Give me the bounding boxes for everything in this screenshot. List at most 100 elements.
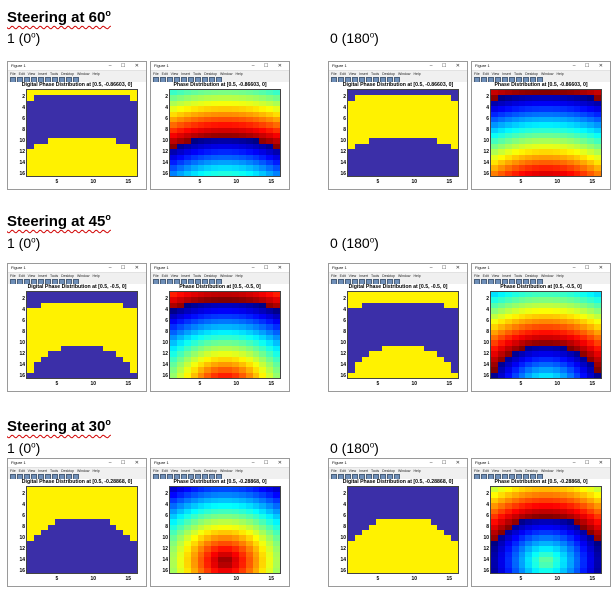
menu-item[interactable]: Desktop	[382, 274, 395, 278]
menu-item[interactable]: Tools	[192, 72, 202, 76]
menu-item[interactable]: Insert	[181, 469, 190, 473]
menu-item[interactable]: Tools	[192, 469, 202, 473]
menu-item[interactable]: Tools	[370, 274, 380, 278]
menu-item[interactable]: Window	[540, 469, 554, 473]
menu-item[interactable]: Insert	[359, 469, 368, 473]
menu-item[interactable]: Insert	[359, 274, 368, 278]
menu-item[interactable]: Help	[92, 469, 100, 473]
menu-item[interactable]: File	[331, 469, 337, 473]
window-controls[interactable]: – ☐ ✕	[251, 63, 286, 69]
menu-item[interactable]: Window	[219, 469, 233, 473]
menu-item[interactable]: Desktop	[61, 274, 74, 278]
menu-item[interactable]: Window	[540, 274, 554, 278]
menu-item[interactable]: Desktop	[525, 72, 538, 76]
menu-item[interactable]: File	[153, 72, 159, 76]
menu-item[interactable]: File	[474, 469, 480, 473]
menu-item[interactable]: Desktop	[204, 274, 217, 278]
menu-item[interactable]: Desktop	[61, 72, 74, 76]
menu-item[interactable]: Insert	[181, 274, 190, 278]
menu-item[interactable]: Help	[413, 469, 421, 473]
menu-item[interactable]: Edit	[482, 72, 489, 76]
menu-item[interactable]: Desktop	[61, 469, 74, 473]
menu-item[interactable]: Desktop	[525, 469, 538, 473]
menu-item[interactable]: Window	[397, 469, 411, 473]
menu-item[interactable]: View	[491, 72, 500, 76]
menu-item[interactable]: Insert	[38, 469, 47, 473]
menu-item[interactable]: View	[348, 469, 357, 473]
menu-item[interactable]: Window	[397, 274, 411, 278]
window-controls[interactable]: – ☐ ✕	[251, 265, 286, 271]
menu-item[interactable]: Help	[235, 469, 243, 473]
menu-item[interactable]: Help	[92, 274, 100, 278]
menu-item[interactable]: Help	[413, 72, 421, 76]
menu-item[interactable]: Help	[556, 274, 564, 278]
menu-item[interactable]: Edit	[18, 274, 25, 278]
window-controls[interactable]: – ☐ ✕	[429, 265, 464, 271]
menu-item[interactable]: Insert	[502, 274, 511, 278]
menu-item[interactable]: Insert	[181, 72, 190, 76]
window-controls[interactable]: – ☐ ✕	[429, 460, 464, 466]
menu-item[interactable]: File	[10, 274, 16, 278]
menu-item[interactable]: Insert	[38, 72, 47, 76]
menu-item[interactable]: File	[153, 469, 159, 473]
menu-item[interactable]: Window	[540, 72, 554, 76]
menu-item[interactable]: View	[170, 72, 179, 76]
menu-item[interactable]: Window	[219, 274, 233, 278]
menu-item[interactable]: Edit	[339, 72, 346, 76]
window-controls[interactable]: – ☐ ✕	[572, 63, 607, 69]
menu-item[interactable]: View	[27, 274, 36, 278]
menu-item[interactable]: File	[474, 274, 480, 278]
menu-item[interactable]: Window	[76, 72, 90, 76]
menu-item[interactable]: File	[10, 72, 16, 76]
menu-item[interactable]: Tools	[49, 274, 59, 278]
menu-item[interactable]: View	[348, 274, 357, 278]
window-controls[interactable]: – ☐ ✕	[108, 265, 143, 271]
menu-item[interactable]: Tools	[513, 274, 523, 278]
menu-item[interactable]: Tools	[513, 469, 523, 473]
menu-item[interactable]: Insert	[502, 469, 511, 473]
menu-item[interactable]: Tools	[370, 469, 380, 473]
menu-item[interactable]: Tools	[192, 274, 202, 278]
menu-item[interactable]: View	[170, 469, 179, 473]
menu-item[interactable]: Tools	[370, 72, 380, 76]
menu-item[interactable]: Desktop	[382, 72, 395, 76]
menu-item[interactable]: File	[474, 72, 480, 76]
menu-item[interactable]: Edit	[161, 72, 168, 76]
menu-item[interactable]: View	[491, 469, 500, 473]
menu-item[interactable]: View	[348, 72, 357, 76]
menu-item[interactable]: Edit	[482, 469, 489, 473]
menu-item[interactable]: File	[331, 274, 337, 278]
menu-item[interactable]: Tools	[49, 72, 59, 76]
menu-item[interactable]: Edit	[482, 274, 489, 278]
menu-item[interactable]: View	[27, 469, 36, 473]
menu-item[interactable]: File	[10, 469, 16, 473]
menu-item[interactable]: Window	[76, 274, 90, 278]
window-controls[interactable]: – ☐ ✕	[572, 265, 607, 271]
menu-item[interactable]: View	[491, 274, 500, 278]
menu-item[interactable]: Insert	[38, 274, 47, 278]
window-controls[interactable]: – ☐ ✕	[251, 460, 286, 466]
menu-item[interactable]: View	[27, 72, 36, 76]
menu-item[interactable]: Edit	[18, 469, 25, 473]
menu-item[interactable]: Desktop	[525, 274, 538, 278]
menu-item[interactable]: File	[331, 72, 337, 76]
menu-item[interactable]: File	[153, 274, 159, 278]
menu-item[interactable]: Window	[397, 72, 411, 76]
menu-item[interactable]: Edit	[161, 274, 168, 278]
window-controls[interactable]: – ☐ ✕	[429, 63, 464, 69]
menu-item[interactable]: View	[170, 274, 179, 278]
window-controls[interactable]: – ☐ ✕	[108, 63, 143, 69]
menu-item[interactable]: Edit	[339, 274, 346, 278]
window-controls[interactable]: – ☐ ✕	[572, 460, 607, 466]
menu-item[interactable]: Help	[556, 469, 564, 473]
menu-item[interactable]: Help	[92, 72, 100, 76]
menu-item[interactable]: Help	[235, 274, 243, 278]
menu-item[interactable]: Desktop	[204, 72, 217, 76]
menu-item[interactable]: Tools	[513, 72, 523, 76]
menu-item[interactable]: Edit	[339, 469, 346, 473]
menu-item[interactable]: Help	[235, 72, 243, 76]
menu-item[interactable]: Window	[76, 469, 90, 473]
menu-item[interactable]: Tools	[49, 469, 59, 473]
menu-item[interactable]: Edit	[18, 72, 25, 76]
menu-item[interactable]: Desktop	[204, 469, 217, 473]
